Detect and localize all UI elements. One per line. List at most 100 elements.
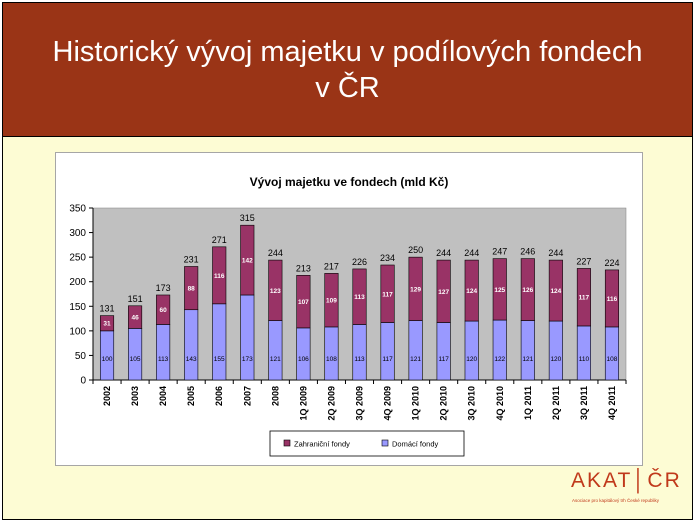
bar-zahranicni	[520, 258, 535, 321]
bar-zahranicni	[352, 268, 367, 325]
data-label-zahranicni: 60	[160, 307, 168, 314]
bar-zahranicni	[604, 269, 620, 328]
data-label-zahranicni: 127	[438, 289, 449, 296]
data-label-total: 173	[156, 283, 171, 293]
x-tick-label: 2002	[102, 386, 112, 406]
logo-text: AKAT│ČR	[571, 469, 682, 492]
data-label-domaci: 108	[607, 356, 618, 363]
data-label-domaci: 100	[102, 356, 113, 363]
bar-domaci	[492, 319, 507, 381]
data-label-domaci: 120	[550, 356, 561, 363]
bar-zahranicni	[184, 266, 199, 311]
data-label-total: 231	[184, 254, 199, 264]
bar-domaci	[604, 326, 620, 381]
legend-swatch	[283, 439, 291, 447]
data-label-total: 244	[464, 248, 479, 258]
y-tick-label: 350	[69, 204, 86, 215]
bar-domaci	[436, 322, 451, 381]
x-tick-label: 2003	[130, 386, 140, 406]
data-label-zahranicni: 117	[382, 291, 393, 298]
x-tick-label: 2005	[186, 386, 196, 406]
bar-zahranicni	[408, 256, 423, 321]
data-label-total: 217	[324, 261, 339, 271]
data-label-total: 151	[128, 294, 143, 304]
bar-domaci	[184, 309, 199, 381]
data-label-zahranicni: 116	[214, 273, 225, 280]
x-tick-label: 1Q 2010	[411, 386, 421, 421]
data-label-domaci: 143	[186, 356, 197, 363]
slide-header: Historický vývoj majetku v podílových fo…	[3, 3, 692, 137]
bar-zahranicni	[324, 273, 339, 328]
data-label-zahranicni: 116	[607, 296, 618, 303]
data-label-zahranicni: 107	[298, 299, 309, 306]
bar-zahranicni	[436, 259, 451, 323]
data-label-zahranicni: 126	[522, 287, 533, 294]
akat-logo: AKAT│ČR Asociace pro kapitálový trh Česk…	[571, 465, 681, 509]
x-tick-label: 2Q 2009	[326, 386, 336, 421]
data-label-total: 250	[408, 245, 423, 255]
data-label-zahranicni: 109	[326, 298, 337, 305]
bar-zahranicni	[99, 315, 115, 332]
data-label-zahranicni: 31	[103, 321, 111, 328]
x-tick-label: 2Q 2010	[439, 386, 449, 421]
y-tick-label: 100	[69, 326, 86, 337]
x-tick-label: 2007	[242, 386, 252, 406]
bar-zahranicni	[296, 275, 311, 329]
y-tick-label: 50	[75, 351, 87, 362]
data-label-domaci: 155	[214, 356, 225, 363]
y-tick-label: 0	[80, 376, 86, 387]
x-tick-label: 4Q 2010	[495, 386, 505, 421]
data-label-zahranicni: 46	[131, 315, 139, 322]
data-label-zahranicni: 124	[550, 288, 561, 295]
y-tick-label: 300	[69, 228, 86, 239]
data-label-zahranicni: 113	[354, 294, 365, 301]
y-tick-label: 150	[69, 302, 86, 313]
data-label-domaci: 121	[270, 356, 281, 363]
data-label-domaci: 106	[298, 356, 309, 363]
logo-subtitle: Asociace pro kapitálový trh České republ…	[572, 498, 660, 503]
data-label-total: 244	[268, 248, 283, 258]
bar-zahranicni	[492, 258, 507, 321]
data-label-total: 315	[240, 213, 255, 223]
chart-title: Vývoj majetku ve fondech (mld Kč)	[250, 175, 449, 189]
x-tick-label: 1Q 2011	[523, 386, 533, 420]
slide-title: Historický vývoj majetku v podílových fo…	[52, 35, 643, 104]
x-tick-label: 2006	[214, 386, 224, 406]
data-label-domaci: 121	[410, 356, 421, 363]
x-tick-label: 3Q 2009	[355, 386, 365, 421]
bar-domaci	[156, 324, 171, 381]
bar-zahranicni	[268, 259, 283, 321]
data-label-domaci: 108	[326, 356, 337, 363]
data-label-zahranicni: 129	[410, 286, 421, 293]
x-tick-label: 2Q 2011	[551, 386, 561, 420]
bar-zahranicni	[380, 264, 395, 323]
data-label-zahranicni: 124	[466, 288, 477, 295]
data-label-domaci: 110	[579, 356, 590, 363]
data-label-total: 244	[436, 248, 451, 258]
bar-domaci	[212, 303, 227, 381]
data-label-domaci: 120	[466, 356, 477, 363]
legend-label: Domácí fondy	[392, 440, 439, 449]
data-label-domaci: 117	[438, 356, 449, 363]
data-label-domaci: 113	[354, 356, 365, 363]
bar-domaci	[268, 320, 283, 381]
data-label-total: 227	[576, 256, 591, 266]
data-label-zahranicni: 142	[242, 258, 253, 265]
data-label-domaci: 105	[130, 356, 141, 363]
x-tick-label: 2004	[158, 386, 168, 406]
data-label-domaci: 121	[522, 356, 533, 363]
data-label-total: 224	[604, 258, 619, 268]
x-tick-label: 3Q 2010	[467, 386, 477, 421]
legend-swatch	[381, 439, 389, 447]
data-label-domaci: 122	[494, 356, 505, 363]
data-label-total: 271	[212, 235, 227, 245]
bar-zahranicni	[128, 305, 143, 329]
x-tick-label: 4Q 2011	[607, 386, 617, 420]
bar-domaci	[576, 325, 591, 381]
bar-zahranicni	[576, 268, 591, 327]
bar-domaci	[380, 322, 395, 381]
bar-domaci	[408, 320, 423, 381]
data-label-zahranicni: 117	[579, 295, 590, 302]
data-label-total: 131	[100, 304, 115, 314]
